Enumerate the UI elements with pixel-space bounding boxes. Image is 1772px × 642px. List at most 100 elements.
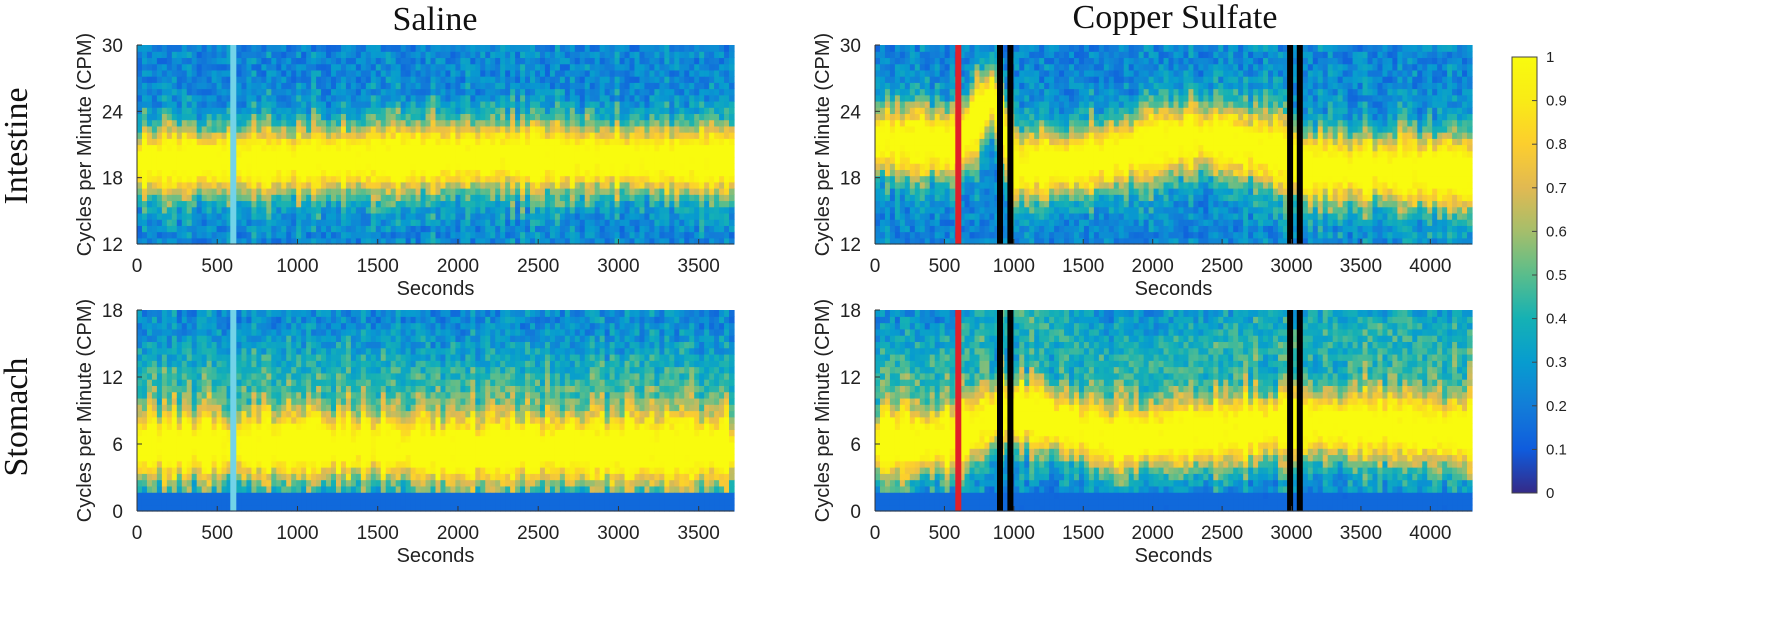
heatmap-cell: [654, 51, 660, 59]
heatmap-cell: [530, 51, 536, 59]
heatmap-cell: [296, 119, 302, 127]
heatmap-cell: [291, 397, 297, 405]
heatmap-cell: [584, 113, 591, 121]
heatmap-cell: [181, 212, 188, 220]
heatmap-cell: [659, 63, 665, 71]
heatmap-cell: [644, 57, 651, 65]
heatmap-cell: [161, 391, 168, 399]
heatmap-cell: [251, 225, 257, 233]
heatmap-cell: [430, 144, 437, 152]
heatmap-cell: [161, 347, 168, 355]
heatmap-cell: [664, 212, 670, 220]
heatmap-cell: [331, 200, 337, 208]
heatmap-cell: [281, 100, 287, 108]
heatmap-cell: [306, 479, 312, 487]
heatmap-cell: [505, 82, 511, 90]
heatmap-cell: [505, 88, 511, 96]
heatmap-cell: [629, 144, 636, 152]
heatmap-cell: [589, 181, 596, 189]
heatmap-cell: [699, 132, 705, 139]
heatmap-cell: [306, 107, 312, 115]
heatmap-cell: [704, 169, 710, 177]
heatmap-cell: [340, 206, 347, 214]
heatmap-cell: [719, 163, 725, 170]
heatmap-cell: [226, 460, 233, 468]
heatmap-cell: [281, 341, 287, 349]
heatmap-cell: [455, 63, 461, 71]
heatmap-cell: [445, 132, 452, 139]
heatmap-cell: [485, 200, 491, 208]
heatmap-cell: [689, 150, 695, 158]
heatmap-cell: [161, 328, 168, 336]
heatmap-cell: [216, 379, 223, 386]
heatmap-cell: [256, 479, 262, 487]
heatmap-cell: [579, 144, 586, 152]
heatmap-cell: [251, 391, 257, 399]
heatmap-cell: [166, 441, 173, 449]
heatmap-cell: [470, 76, 476, 83]
heatmap-cell: [395, 150, 402, 158]
heatmap-cell: [634, 175, 641, 183]
heatmap-cell: [286, 397, 292, 405]
heatmap-cell: [430, 51, 437, 59]
heatmap-cell: [181, 485, 188, 493]
heatmap-cell: [266, 212, 272, 220]
heatmap-cell: [564, 119, 571, 127]
heatmap-cell: [146, 416, 153, 424]
heatmap-cell: [490, 150, 496, 158]
heatmap-cell: [137, 188, 143, 195]
heatmap-cell: [137, 132, 143, 139]
heatmap-cell: [137, 181, 143, 189]
heatmap-cell: [495, 175, 501, 183]
heatmap-cell: [549, 57, 556, 65]
heatmap-cell: [171, 119, 178, 127]
heatmap-cell: [445, 181, 452, 189]
heatmap-cell: [390, 94, 397, 102]
heatmap-cell: [161, 479, 168, 487]
heatmap-cell: [226, 231, 233, 239]
heatmap-cell: [714, 212, 720, 220]
heatmap-cell: [171, 231, 178, 239]
heatmap-cell: [659, 88, 665, 96]
heatmap-cell: [166, 360, 173, 368]
heatmap-cell: [316, 225, 322, 233]
heatmap-cell: [634, 200, 641, 208]
heatmap-cell: [271, 237, 277, 245]
heatmap-cell: [440, 88, 447, 96]
heatmap-cell: [350, 82, 357, 90]
heatmap-cell: [609, 132, 616, 139]
heatmap-cell: [709, 219, 715, 226]
heatmap-cell: [291, 94, 297, 102]
heatmap-cell: [470, 206, 476, 214]
heatmap-cell: [226, 69, 233, 77]
heatmap-cell: [176, 225, 183, 233]
heatmap-cell: [251, 150, 257, 158]
heatmap-cell: [216, 94, 223, 102]
heatmap-cell: [564, 200, 571, 208]
heatmap-cell: [385, 194, 392, 202]
heatmap-cell: [475, 206, 481, 214]
heatmap-cell: [261, 94, 267, 102]
heatmap-cell: [336, 237, 342, 245]
heatmap-cell: [146, 188, 153, 195]
heatmap-cell: [226, 94, 233, 102]
heatmap-cell: [181, 150, 188, 158]
heatmap-cell: [624, 150, 631, 158]
heatmap-cell: [291, 69, 297, 77]
heatmap-cell: [350, 51, 357, 59]
heatmap-cell: [181, 310, 188, 317]
heatmap-cell: [345, 82, 352, 90]
heatmap-cell: [176, 391, 183, 399]
heatmap-cell: [614, 94, 621, 102]
heatmap-cell: [569, 169, 576, 177]
heatmap-cell: [196, 416, 203, 424]
heatmap-cell: [261, 144, 267, 152]
heatmap-cell: [420, 219, 427, 226]
heatmap-cell: [390, 181, 397, 189]
heatmap-cell: [604, 200, 611, 208]
heatmap-cell: [171, 212, 178, 220]
heatmap-cell: [365, 175, 372, 183]
heatmap-cell: [196, 473, 203, 481]
heatmap-cell: [276, 156, 282, 164]
heatmap-cell: [390, 212, 397, 220]
